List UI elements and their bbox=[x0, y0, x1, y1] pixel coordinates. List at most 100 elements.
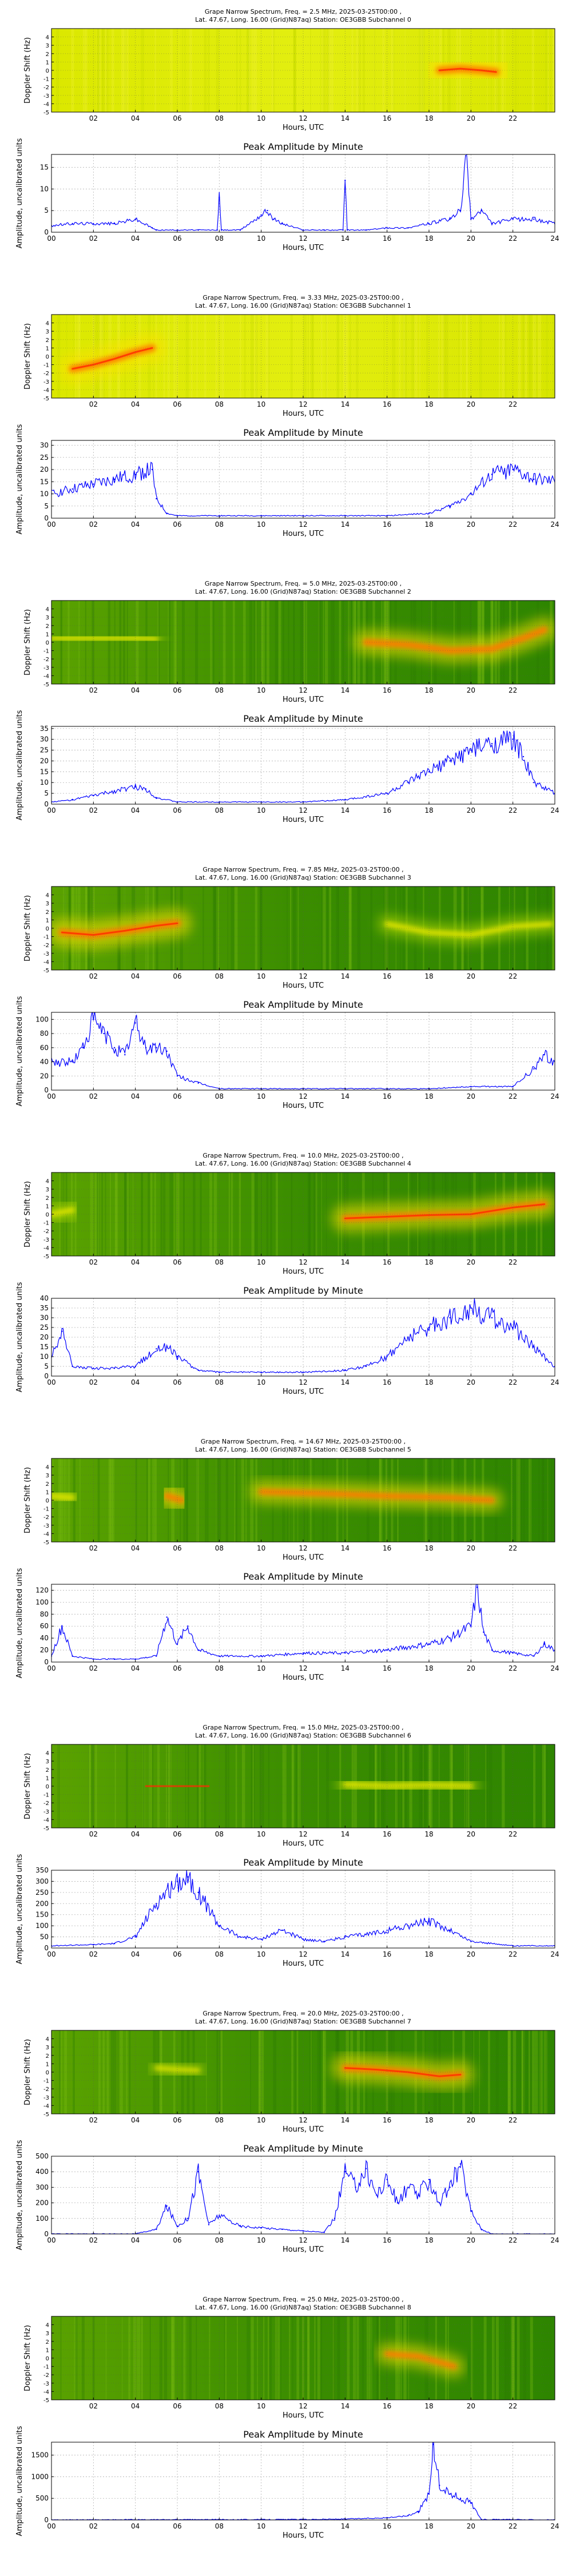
spectrogram-stripe bbox=[106, 2030, 109, 2114]
spectrogram-stripe bbox=[421, 29, 424, 112]
amplitude-area bbox=[51, 2442, 555, 2520]
data-point bbox=[220, 229, 223, 231]
data-point bbox=[428, 2493, 430, 2495]
x-tick-label: 02 bbox=[89, 1544, 98, 1552]
y-tick-label: -1 bbox=[43, 1506, 49, 1513]
y-tick-label: 2 bbox=[46, 909, 49, 916]
data-point bbox=[491, 1649, 493, 1651]
spectrogram-stripe bbox=[193, 1172, 196, 1256]
spectrogram-stripe bbox=[261, 601, 263, 684]
spectrogram-stripe bbox=[110, 1172, 111, 1256]
spectrogram-stripe bbox=[485, 1744, 488, 1828]
y-tick-label: 500 bbox=[35, 2494, 49, 2502]
x-tick-label: 06 bbox=[173, 1258, 181, 1266]
spectrogram-stripe bbox=[84, 29, 86, 112]
spectrogram-stripe bbox=[124, 1172, 128, 1256]
y-tick-label: 40 bbox=[40, 1294, 49, 1302]
x-tick-label: 16 bbox=[383, 1378, 391, 1386]
spectrogram-stripe bbox=[291, 2030, 293, 2114]
spectrogram-stripe bbox=[329, 887, 332, 970]
y-tick-label: 0 bbox=[46, 2070, 49, 2076]
spectrogram-stripe bbox=[189, 2316, 192, 2400]
x-tick-label: 04 bbox=[131, 114, 140, 122]
x-tick-label: 14 bbox=[341, 2236, 349, 2244]
data-point bbox=[281, 1929, 283, 1931]
y-tick-label: 2 bbox=[46, 2053, 49, 2060]
x-tick-label: 20 bbox=[467, 1378, 475, 1386]
x-axis-label: Hours, UTC bbox=[283, 244, 324, 252]
x-tick-label: 00 bbox=[47, 1664, 55, 1672]
spectrogram-stripe bbox=[319, 2030, 321, 2114]
data-point bbox=[386, 1649, 388, 1651]
data-point bbox=[134, 218, 136, 220]
y-tick-label: 150 bbox=[35, 1911, 49, 1919]
amplitude-panel: Peak Amplitude by Minute 00 02 04 06 08 10 12 14… bbox=[15, 1568, 559, 1682]
data-point bbox=[407, 2515, 409, 2517]
spectrogram-stripe bbox=[295, 2030, 297, 2114]
amplitude-title: Peak Amplitude by Minute bbox=[243, 2143, 363, 2154]
data-point bbox=[470, 749, 472, 751]
x-tick-label: 14 bbox=[341, 1664, 349, 1672]
spectrogram-stripe bbox=[320, 29, 321, 112]
spectrogram-stripe bbox=[370, 887, 373, 970]
spectrogram-stripe bbox=[255, 315, 258, 398]
amplitude-area bbox=[51, 1584, 555, 1660]
data-point bbox=[302, 2230, 304, 2232]
spectrogram-stripe bbox=[124, 1172, 128, 1256]
y-tick-label: 100 bbox=[35, 1922, 49, 1930]
spectrogram-stripe bbox=[182, 2316, 186, 2400]
x-tick-label: 12 bbox=[299, 2236, 307, 2244]
y-tick-label: 80 bbox=[40, 1029, 49, 1037]
y-tick-label: 1 bbox=[46, 2061, 49, 2068]
data-point bbox=[480, 210, 482, 212]
x-tick-label: 22 bbox=[509, 114, 517, 122]
y-tick-label: -4 bbox=[43, 2389, 49, 2395]
x-tick-label: 08 bbox=[215, 2116, 224, 2124]
data-point bbox=[533, 1655, 535, 1657]
spectrogram-stripe bbox=[523, 1458, 525, 1542]
spectrogram-stripe bbox=[511, 2316, 515, 2400]
spectrogram-stripe bbox=[307, 2316, 310, 2400]
x-tick-label: 18 bbox=[424, 1258, 433, 1266]
spectrogram-stripe bbox=[531, 29, 534, 112]
x-axis-label: Hours, UTC bbox=[283, 2125, 324, 2134]
spectrogram-stripe bbox=[225, 1458, 228, 1542]
spectrogram-stripe bbox=[91, 1744, 94, 1828]
data-point bbox=[323, 1941, 325, 1942]
spectrogram-stripe bbox=[518, 315, 521, 398]
y-tick-label: 35 bbox=[40, 725, 49, 733]
x-tick-label: 10 bbox=[257, 114, 265, 122]
data-point bbox=[342, 229, 344, 231]
data-point bbox=[480, 2228, 482, 2231]
spectrogram-stripe bbox=[251, 29, 253, 112]
x-tick-label: 18 bbox=[424, 1092, 433, 1100]
spectrogram-stripe bbox=[351, 29, 353, 112]
data-point bbox=[151, 468, 153, 471]
x-tick-label: 08 bbox=[215, 806, 224, 814]
spectrogram-stripe bbox=[538, 315, 542, 398]
x-tick-label: 14 bbox=[341, 1378, 349, 1386]
y-tick-label: 3 bbox=[46, 2045, 49, 2051]
y-tick-label: 300 bbox=[35, 1877, 49, 1885]
data-point bbox=[93, 1658, 94, 1660]
data-point bbox=[512, 738, 514, 740]
spectrogram-stripe bbox=[331, 601, 333, 684]
spectrogram-stripe bbox=[196, 1458, 199, 1542]
x-tick-label: 02 bbox=[89, 400, 98, 408]
spectrogram-stripe bbox=[173, 315, 176, 398]
spectrogram-stripe bbox=[554, 1172, 555, 1256]
spectrogram-panel: Grape Narrow Spectrum, Freq. = 20.0 MHz,… bbox=[23, 2010, 555, 2134]
y-tick-label: 10 bbox=[40, 1353, 49, 1361]
x-tick-label: 08 bbox=[215, 972, 224, 980]
data-point bbox=[113, 1047, 116, 1049]
y-tick-label: 25 bbox=[40, 454, 49, 462]
x-tick-label: 20 bbox=[467, 1664, 475, 1672]
spectrogram-stripe bbox=[260, 887, 262, 970]
x-tick-label: 04 bbox=[131, 686, 140, 694]
spectrogram-stripe bbox=[392, 315, 393, 398]
y-tick-label: -1 bbox=[43, 1792, 49, 1799]
spectrogram-stripe bbox=[521, 2030, 523, 2114]
y-tick-label: -3 bbox=[43, 1237, 49, 1243]
spectrogram-stripe bbox=[275, 601, 279, 684]
spectrogram-stripe bbox=[488, 1744, 492, 1828]
